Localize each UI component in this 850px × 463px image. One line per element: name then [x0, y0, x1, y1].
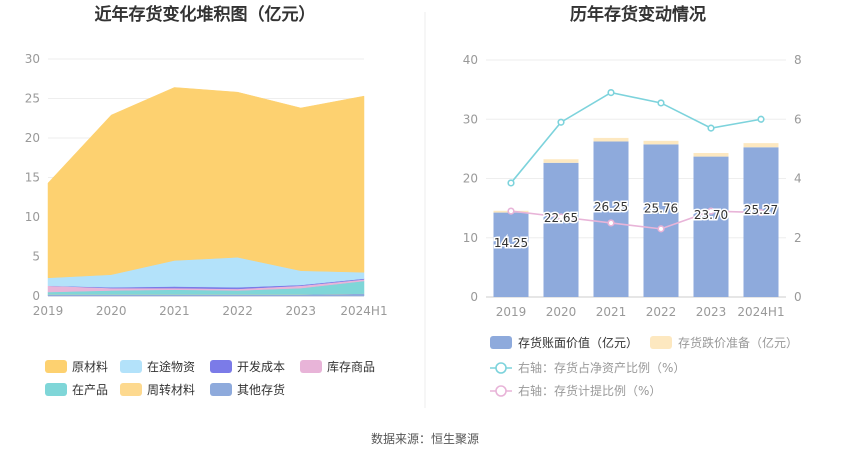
- line-net-asset-ratio: [510, 91, 762, 184]
- line-provision-ratio: [510, 210, 762, 230]
- legend-label-在途物资: 在途物资: [147, 359, 195, 374]
- line-point: [507, 179, 515, 187]
- right-y-tick-label: 30: [463, 112, 478, 126]
- line-point: [507, 207, 515, 215]
- right-y2-tick-label: 0: [794, 290, 802, 304]
- right-bar-labels: 14.25 22.65 26.25 25.76 23.70 25.27: [492, 199, 779, 252]
- right-y2-tick-label: 8: [794, 53, 802, 67]
- right-x-tick-label: 2024H1: [737, 305, 784, 319]
- legend-swatch-开发成本: [210, 360, 232, 373]
- legend-label-其他存货: 其他存货: [237, 382, 285, 397]
- bar-book-value: [493, 212, 529, 297]
- legend-swatch-impairment: [650, 336, 672, 349]
- legend-marker-0: [495, 362, 507, 374]
- data-source: 数据来源：恒生聚源: [371, 431, 479, 446]
- right-x-tick-label: 2021: [596, 305, 627, 319]
- right-y-tick-label: 0: [470, 290, 478, 304]
- legend-swatch-在产品: [45, 383, 67, 396]
- line-point: [707, 207, 715, 215]
- left-x-tick-label: 2023: [286, 304, 317, 318]
- bar-value-label: 25.27: [744, 203, 778, 217]
- legend-swatch-在途物资: [120, 360, 142, 373]
- line-point: [657, 225, 665, 233]
- line-point: [557, 213, 565, 221]
- bar-book-value: [743, 147, 779, 297]
- bar-impairment: [643, 140, 679, 145]
- bar-value-label: 26.25: [594, 200, 628, 214]
- legend-swatch-其他存货: [210, 383, 232, 396]
- left-x-tick-label: 2021: [159, 304, 190, 318]
- left-y-tick-label: 20: [25, 131, 40, 145]
- line-point: [757, 115, 765, 123]
- bar-impairment: [693, 153, 729, 157]
- legend-swatch-周转材料: [120, 383, 142, 396]
- legend-label-在产品: 在产品: [72, 383, 108, 397]
- bar-value-label: 25.76: [644, 202, 678, 216]
- right-y-tick-label: 40: [463, 53, 478, 67]
- right-grid: [486, 59, 786, 298]
- legend-label-book-value: 存货账面价值（亿元）: [518, 335, 638, 350]
- line-point: [607, 88, 615, 97]
- bar-book-value: [543, 162, 579, 297]
- legend-label-周转材料: 周转材料: [147, 382, 195, 397]
- bar-book-value: [693, 156, 729, 297]
- legend-label-impairment: 存货跌价准备（亿元）: [678, 335, 798, 350]
- right-y2-tick-label: 2: [794, 231, 802, 245]
- left-y-tick-label: 0: [32, 289, 40, 303]
- legend-swatch-库存商品: [300, 360, 322, 373]
- line-point: [657, 99, 665, 107]
- left-x-tick-label: 2024H1: [340, 304, 387, 318]
- right-y-tick-label: 10: [463, 231, 478, 245]
- left-y-tick-label: 15: [25, 171, 40, 185]
- bar-book-value: [643, 144, 679, 297]
- bar-value-label: 14.25: [494, 236, 528, 250]
- bar-value-label: 22.65: [544, 211, 578, 225]
- line-point: [757, 208, 765, 217]
- legend-swatch-原材料: [45, 360, 67, 373]
- left-x-tick-label: 2020: [96, 304, 127, 318]
- left-y-axis: 0 5 10 15 20 25 30: [25, 52, 40, 303]
- right-y-axis: 0 10 20 30 40: [463, 53, 478, 304]
- right-y2-axis: 0 2 4 6 8: [794, 53, 802, 304]
- bar-value-label: 23.70: [694, 208, 728, 222]
- legend-swatch-book-value: [490, 336, 512, 349]
- legend-marker-1: [495, 385, 507, 397]
- left-y-tick-label: 25: [25, 92, 40, 106]
- line-point: [707, 124, 715, 132]
- right-x-axis: 2019 2020 2021 2022 2023 2024H1: [496, 305, 785, 319]
- left-y-tick-label: 10: [25, 210, 40, 224]
- right-chart-title: 历年存货变动情况: [570, 4, 706, 25]
- right-legend: 存货账面价值（亿元） 存货跌价准备（亿元） 右轴：存货占净资产比例（%） 右轴：存货计…: [490, 335, 798, 398]
- bar-impairment: [543, 159, 579, 163]
- line-point: [557, 118, 565, 126]
- right-x-tick-label: 2023: [696, 305, 727, 319]
- area-原材料: [47, 87, 365, 279]
- left-x-tick-label: 2019: [33, 304, 64, 318]
- line-point: [607, 219, 615, 227]
- right-x-tick-label: 2022: [646, 305, 677, 319]
- bar-impairment: [593, 137, 629, 142]
- right-lines: [507, 88, 765, 233]
- right-y-tick-label: 20: [463, 172, 478, 186]
- left-chart-title: 近年存货变化堆积图（亿元）: [95, 4, 316, 25]
- right-bars: [493, 137, 779, 297]
- bar-impairment: [743, 143, 779, 148]
- right-y2-tick-label: 4: [794, 172, 802, 186]
- bar-book-value: [593, 141, 629, 297]
- left-y-tick-label: 5: [32, 250, 40, 264]
- legend-label-line-0: 右轴：存货占净资产比例（%）: [518, 360, 685, 375]
- legend-label-库存商品: 库存商品: [327, 359, 375, 374]
- right-y2-tick-label: 6: [794, 112, 802, 126]
- left-x-tick-label: 2022: [222, 304, 253, 318]
- legend-label-原材料: 原材料: [72, 360, 108, 374]
- left-y-tick-label: 30: [25, 52, 40, 66]
- right-x-tick-label: 2020: [546, 305, 577, 319]
- left-area-layers: [47, 87, 365, 297]
- right-x-tick-label: 2019: [496, 305, 527, 319]
- legend-label-开发成本: 开发成本: [237, 359, 285, 374]
- left-x-axis: 2019 2020 2021 2022 2023 2024H1: [33, 304, 388, 318]
- legend-label-line-1: 右轴：存货计提比例（%）: [518, 383, 661, 398]
